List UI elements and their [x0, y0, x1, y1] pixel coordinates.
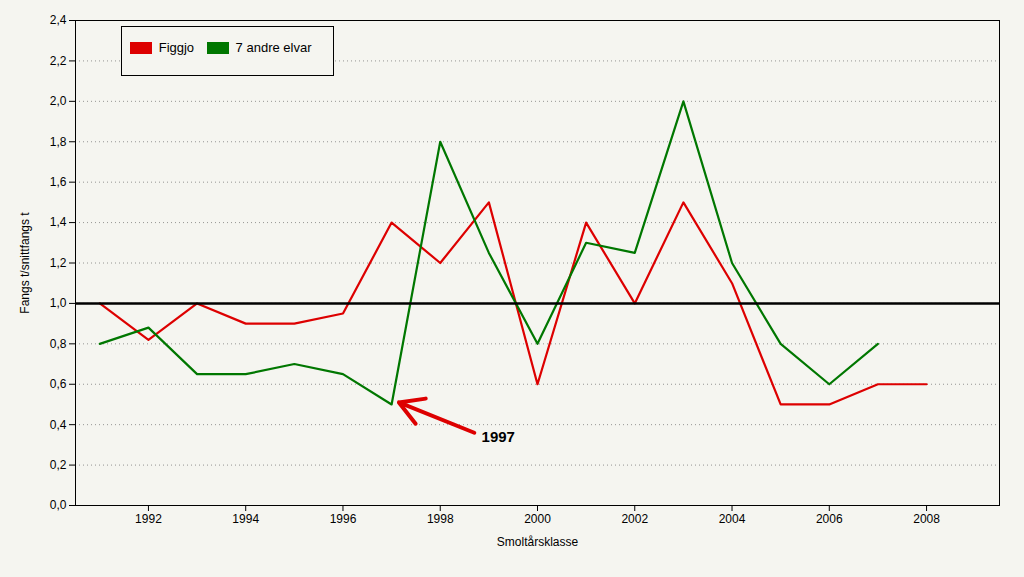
- svg-text:0,4: 0,4: [50, 418, 67, 432]
- html-text:Figgjo: Figgjo: [158, 40, 195, 55]
- svg-text:1,6: 1,6: [50, 175, 67, 189]
- svg-text:Fangs t/snittfangs t: Fangs t/snittfangs t: [18, 212, 32, 314]
- svg-text:2000: 2000: [524, 512, 551, 526]
- svg-text:2,2: 2,2: [50, 54, 67, 68]
- svg-text:1,8: 1,8: [50, 135, 67, 149]
- svg-text:2,0: 2,0: [50, 94, 67, 108]
- svg-text:2008: 2008: [913, 512, 940, 526]
- svg-text:Smoltårsklasse: Smoltårsklasse: [497, 535, 579, 549]
- svg-text:2,4: 2,4: [50, 13, 67, 27]
- svg-text:1997: 1997: [482, 428, 515, 445]
- svg-text:2006: 2006: [816, 512, 843, 526]
- svg-text:0,8: 0,8: [50, 337, 67, 351]
- svg-text:1,0: 1,0: [50, 296, 67, 310]
- svg-text:1992: 1992: [135, 512, 162, 526]
- svg-text:2002: 2002: [621, 512, 648, 526]
- svg-text:1998: 1998: [427, 512, 454, 526]
- svg-text:1,2: 1,2: [50, 256, 67, 270]
- svg-text:1994: 1994: [232, 512, 259, 526]
- svg-text:1,4: 1,4: [50, 215, 67, 229]
- svg-text:0,6: 0,6: [50, 377, 67, 391]
- html-text:7 andre elvar: 7 andre elvar: [235, 40, 312, 55]
- svg-text:0,2: 0,2: [50, 458, 67, 472]
- svg-text:2004: 2004: [719, 512, 746, 526]
- svg-text:0,0: 0,0: [50, 498, 67, 512]
- svg-text:1996: 1996: [330, 512, 357, 526]
